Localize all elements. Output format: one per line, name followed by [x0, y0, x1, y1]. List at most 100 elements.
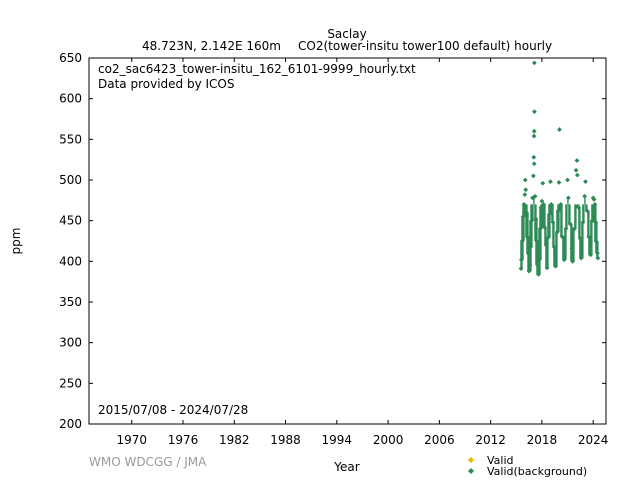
y-tick-label: 200: [59, 417, 82, 431]
data-point: [574, 172, 580, 178]
data-point: [548, 179, 553, 185]
legend: Valid Valid(background): [468, 454, 587, 478]
data-point: [554, 229, 560, 235]
data-point: [591, 197, 597, 202]
x-tick-label: 2018: [527, 433, 558, 447]
date-range-label: 2015/07/08 - 2024/07/28: [98, 403, 248, 417]
data-point: [589, 218, 595, 224]
data-point: [561, 257, 567, 263]
data-point: [527, 263, 533, 268]
data-point: [574, 158, 580, 163]
x-tick-label: 2000: [373, 433, 404, 447]
data-point: [533, 216, 539, 222]
data-point: [519, 238, 525, 244]
y-tick-label: 350: [59, 295, 82, 309]
data-point: [523, 187, 529, 193]
credit-label: WMO WDCGG / JMA: [89, 455, 207, 469]
data-point: [538, 205, 544, 211]
data-point: [578, 255, 584, 261]
y-tick-label: 550: [59, 132, 82, 146]
data-point: [520, 214, 526, 219]
y-tick-label: 250: [59, 376, 82, 390]
data-point: [539, 198, 545, 204]
data-point: [531, 60, 537, 66]
data-point: [529, 218, 535, 224]
data-point: [532, 193, 538, 199]
data-point: [595, 255, 601, 261]
data-point: [542, 224, 547, 230]
data-point: [555, 208, 561, 214]
data-point: [557, 127, 562, 132]
data-point: [571, 226, 577, 232]
plot-frame: [88, 57, 607, 425]
legend-background-label: Valid(background): [487, 465, 587, 478]
data-point: [521, 202, 527, 207]
data-point: [570, 258, 576, 264]
data-point: [519, 257, 524, 263]
data-point: [558, 202, 564, 207]
data-point: [577, 236, 583, 241]
data-point: [595, 250, 600, 256]
data-point: [524, 210, 529, 215]
data-point: [582, 193, 588, 199]
data-point: [566, 195, 571, 201]
provider-label: Data provided by ICOS: [98, 77, 234, 91]
data-point: [586, 234, 592, 240]
data-point: [537, 226, 543, 232]
data-point: [524, 234, 530, 240]
data-point: [531, 161, 537, 167]
data-point: [553, 263, 558, 269]
data-point: [584, 208, 590, 214]
chart-subtitle-species: CO2(tower-insitu tower100 default) hourl…: [298, 39, 552, 53]
data-point: [531, 154, 537, 160]
y-tick-label: 450: [59, 214, 82, 228]
x-axis-label: Year: [333, 460, 359, 474]
data-point: [540, 180, 546, 186]
data-point: [531, 109, 537, 115]
data-point: [544, 265, 550, 271]
data-point: [569, 245, 575, 251]
data-point: [580, 219, 586, 225]
data-point: [592, 202, 598, 207]
data-point: [567, 221, 573, 227]
y-tick-label: 500: [59, 173, 82, 187]
data-point: [563, 226, 569, 232]
data-point: [547, 211, 552, 217]
x-tick-label: 2024: [578, 433, 609, 447]
data-point: [534, 238, 540, 244]
y-tick-label: 600: [59, 92, 82, 106]
y-tick-label: 300: [59, 336, 82, 350]
x-tick-label: 1982: [219, 433, 250, 447]
data-point: [593, 219, 599, 225]
data-point: [565, 177, 570, 183]
data-point: [546, 234, 552, 240]
legend-valid-label: Valid: [487, 454, 514, 467]
data-point: [536, 271, 541, 277]
data-point: [535, 262, 541, 267]
data-point: [531, 133, 537, 139]
y-axis-label: ppm: [9, 228, 23, 255]
data-point: [560, 234, 565, 240]
data-point: [550, 219, 556, 225]
data-point: [576, 205, 582, 211]
data-point: [530, 173, 536, 179]
data-point: [522, 192, 528, 198]
axis-ticks: 1970 1976 1982 1988 1994 2000 2006 2012 2018 2024…: [59, 51, 608, 447]
chart-title: Saclay: [327, 27, 366, 41]
data-point: [590, 195, 596, 201]
data-density-band: [520, 196, 599, 275]
data-point: [543, 242, 549, 248]
data-point: [528, 244, 534, 250]
x-tick-label: 2012: [475, 433, 506, 447]
data-point: [526, 268, 532, 274]
data-point: [548, 202, 554, 207]
data-point: [573, 167, 579, 173]
data-point: [594, 239, 599, 245]
legend-valid-marker: [468, 457, 474, 463]
data-point: [531, 128, 537, 134]
file-name-label: co2_sac6423_tower-insitu_162_6101-9999_h…: [98, 62, 416, 76]
x-tick-label: 1994: [322, 433, 353, 447]
data-point: [556, 180, 562, 185]
x-tick-label: 1970: [116, 433, 147, 447]
